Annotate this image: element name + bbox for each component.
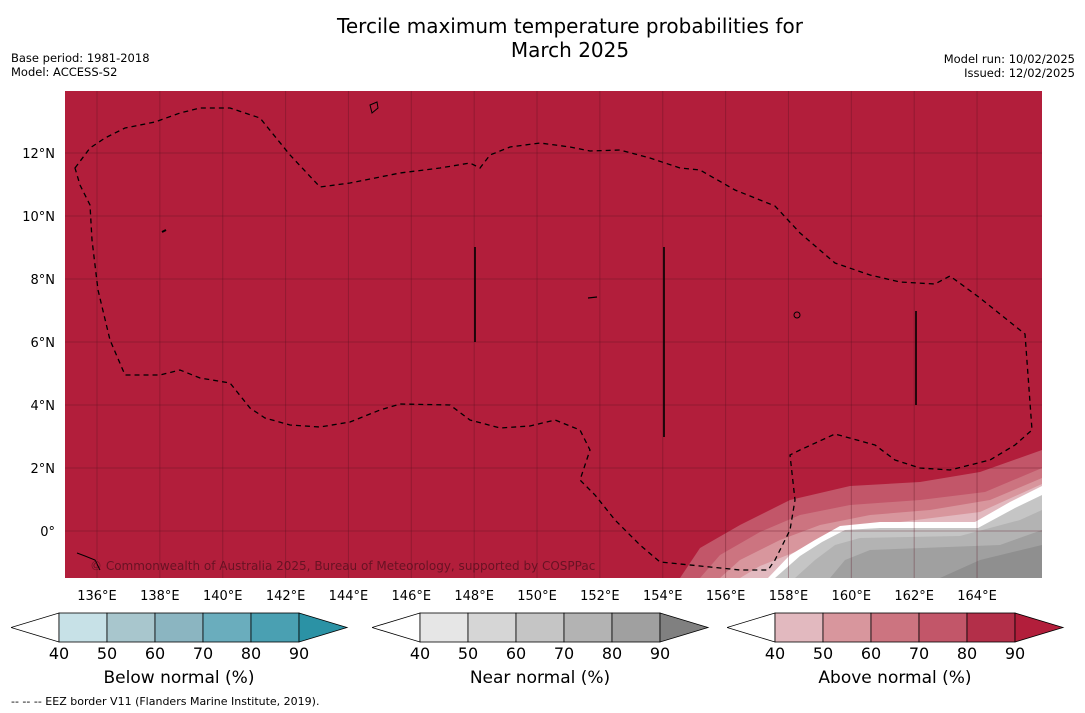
lon-tick-label: 162°E <box>894 589 934 604</box>
meta-right: Model run: 10/02/2025 Issued: 12/02/2025 <box>944 52 1075 80</box>
lon-tick-label: 160°E <box>832 589 872 604</box>
colorbar-tick-label: 70 <box>193 644 213 663</box>
colorbar-tick-label: 50 <box>97 644 117 663</box>
colorbar-tick-label: 90 <box>650 644 670 663</box>
lat-tick-label: 12°N <box>22 147 55 162</box>
colorbar-extend-low <box>372 612 421 643</box>
lat-tick-label: 4°N <box>31 399 56 414</box>
colorbar-tick-label: 80 <box>241 644 261 663</box>
eez-footnote: -- -- -- EEZ border V11 (Flanders Marine… <box>11 695 320 708</box>
colorbar-tick-label: 90 <box>1005 644 1025 663</box>
colorbar-segment <box>774 612 824 643</box>
lon-tick-label: 142°E <box>266 589 306 604</box>
coastline-features <box>76 101 917 571</box>
colorbar-tick-label: 40 <box>410 644 430 663</box>
lon-tick-label: 138°E <box>140 589 180 604</box>
lat-tick-label: 0° <box>40 525 55 540</box>
lon-tick-label: 146°E <box>392 589 432 604</box>
near-normal-region <box>680 450 1042 578</box>
meta-left: Base period: 1981-2018 Model: ACCESS-S2 <box>11 51 150 79</box>
colorbar-tick-label: 90 <box>289 644 309 663</box>
colorbar-segment <box>106 612 156 643</box>
colorbar-tick-label: 80 <box>602 644 622 663</box>
colorbar-label: Above normal (%) <box>818 668 972 688</box>
latitude-ticks: 0° 2°N 4°N 6°N 8°N 10°N 12°N <box>22 147 55 540</box>
colorbar-label: Below normal (%) <box>103 668 255 688</box>
title-line-1: Tercile maximum temperature probabilitie… <box>337 14 803 38</box>
colorbar-segment <box>611 612 661 643</box>
colorbar-segment <box>419 612 469 643</box>
colorbar-tick-label: 80 <box>957 644 977 663</box>
model-name: Model: ACCESS-S2 <box>11 65 118 79</box>
colorbar-tick-label: 70 <box>909 644 929 663</box>
lon-tick-label: 158°E <box>769 589 809 604</box>
colorbar: 40 50 60 70 80 90 <box>372 612 710 663</box>
eez-border <box>74 107 1033 571</box>
colorbar-tick-label: 40 <box>49 644 69 663</box>
lon-tick-label: 154°E <box>643 589 683 604</box>
colorbar-segment <box>966 612 1016 643</box>
colorbar-extend-high <box>298 612 349 643</box>
colorbar-segment <box>870 612 920 643</box>
colorbar-segment <box>918 612 968 643</box>
lon-tick-label: 148°E <box>454 589 494 604</box>
issued-date: Issued: 12/02/2025 <box>964 66 1075 80</box>
lat-tick-label: 10°N <box>22 210 55 225</box>
colorbar-extend-low <box>727 612 776 643</box>
colorbar: 40 50 60 70 80 90 <box>11 612 349 663</box>
title-line-2: March 2025 <box>510 38 630 62</box>
colorbar-tick-label: 60 <box>145 644 165 663</box>
lon-tick-label: 144°E <box>329 589 369 604</box>
model-run: Model run: 10/02/2025 <box>943 52 1075 66</box>
colorbar-extend-low <box>11 612 60 643</box>
colorbar-tick-label: 70 <box>554 644 574 663</box>
lon-tick-label: 150°E <box>517 589 557 604</box>
colorbar-segment <box>154 612 204 643</box>
longitude-ticks: 136°E 138°E 140°E 142°E 144°E 146°E 148°E 150°E… <box>77 589 997 604</box>
lon-tick-label: 164°E <box>957 589 997 604</box>
lat-tick-label: 2°N <box>31 462 56 477</box>
colorbar-tick-label: 50 <box>458 644 478 663</box>
colorbar-tick-label: 60 <box>861 644 881 663</box>
map-title: Tercile maximum temperature probabilitie… <box>270 14 870 62</box>
lon-tick-label: 136°E <box>77 589 117 604</box>
colorbar-segment <box>58 612 108 643</box>
lon-tick-label: 140°E <box>203 589 243 604</box>
colorbar-label: Near normal (%) <box>469 668 611 688</box>
colorbar-tick-label: 40 <box>765 644 785 663</box>
colorbar-extend-high <box>659 612 710 643</box>
copyright-text: © Commonwealth of Australia 2025, Bureau… <box>90 559 595 573</box>
colorbar-segment <box>250 612 300 643</box>
base-period: Base period: 1981-2018 <box>11 51 150 65</box>
lon-tick-label: 156°E <box>706 589 746 604</box>
colorbar-segment <box>467 612 517 643</box>
colorbar-tick-label: 50 <box>813 644 833 663</box>
colorbar-segment <box>563 612 613 643</box>
colorbar-segment <box>822 612 872 643</box>
lat-tick-label: 8°N <box>31 273 56 288</box>
lat-tick-label: 6°N <box>31 336 56 351</box>
colorbar: 40 50 60 70 80 90 <box>727 612 1065 663</box>
lon-tick-label: 152°E <box>580 589 620 604</box>
colorbar-tick-label: 60 <box>506 644 526 663</box>
colorbar-segment <box>515 612 565 643</box>
colorbar-extend-high <box>1014 612 1065 643</box>
colorbar-segment <box>202 612 252 643</box>
